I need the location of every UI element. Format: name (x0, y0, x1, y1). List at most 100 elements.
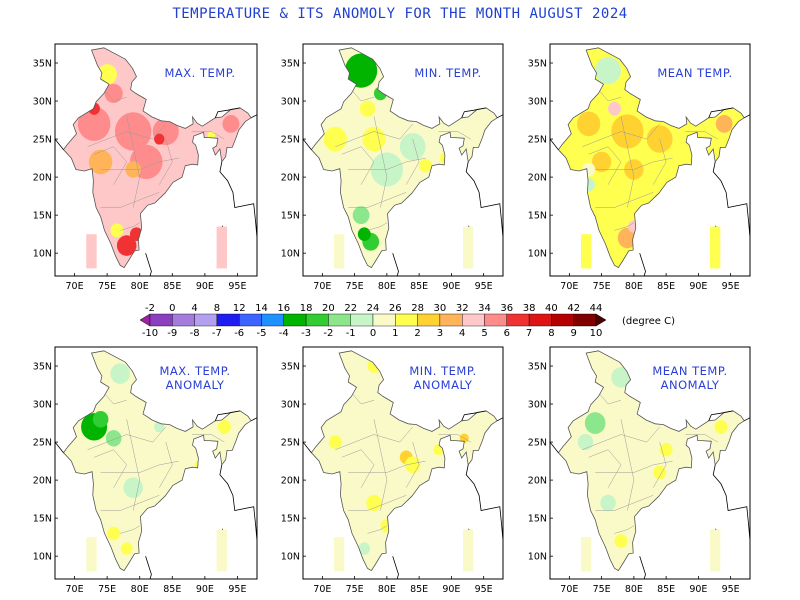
lat-tick-label: 15N (281, 211, 300, 222)
country-outline (557, 47, 745, 269)
colorbar-swatch (194, 313, 218, 327)
state-boundary (335, 123, 413, 147)
state-boundary (348, 192, 407, 208)
map-panel-min: 70E 75E 80E 85E 90E 95E 35N 30N 25N 20N 15N 10N MIN.… (281, 43, 504, 292)
lon-tick-label: 85E (657, 584, 675, 595)
colorbar-swatch (328, 313, 351, 327)
state-boundary (588, 146, 622, 185)
state-boundary (652, 442, 667, 488)
value-patch (104, 83, 123, 104)
neighbour-boundary (214, 410, 241, 421)
state-boundary (191, 131, 225, 140)
state-boundary (87, 426, 166, 450)
state-boundary (373, 116, 388, 208)
panel-title: MAX. TEMP. (160, 364, 231, 378)
lat-tick-label: 15N (528, 514, 547, 525)
lon-tick-label: 85E (410, 281, 428, 292)
colorbar-top-label: 24 (367, 303, 380, 314)
lat-tick-label: 20N (281, 173, 300, 184)
lon-tick-label: 70E (560, 281, 578, 292)
lon-tick-label: 95E (722, 281, 740, 292)
value-patch (328, 435, 342, 449)
state-boundary (582, 123, 660, 147)
state-boundary (620, 419, 635, 511)
colorbar-swatch (528, 313, 552, 327)
state-boundary (595, 157, 673, 170)
neighbour-boundary (550, 138, 559, 150)
lon-tick-label: 80E (625, 281, 643, 292)
value-patch (120, 542, 133, 555)
value-patch (114, 112, 152, 151)
neighbour-boundary (465, 464, 503, 542)
country-outline (310, 350, 498, 572)
lat-tick-label: 20N (33, 173, 52, 184)
lon-tick-label: 80E (378, 584, 396, 595)
colorbar-top-label: 12 (233, 303, 246, 314)
state-boundary (614, 222, 635, 231)
lat-tick-label: 10N (281, 552, 300, 563)
lat-tick-label: 25N (33, 438, 52, 449)
lon-tick-label: 75E (98, 584, 116, 595)
lon-tick-label: 70E (66, 584, 84, 595)
colorbar-bottom-label: 7 (526, 328, 532, 339)
colorbar-bottom-label: 3 (437, 328, 443, 339)
map-panel-mean: 70E 75E 80E 85E 90E 95E 35N 30N 25N 20N 15N 10N MEAN… (528, 43, 751, 292)
value-patch (123, 477, 143, 498)
lat-tick-label: 30N (528, 97, 547, 108)
neighbour-boundary (708, 107, 734, 118)
colorbar-swatch (506, 313, 530, 327)
neighbour-boundary (461, 410, 487, 421)
value-patch (646, 125, 673, 153)
colorbar-top-label: 28 (411, 303, 424, 314)
neighbour-boundary (145, 556, 152, 579)
state-boundary (87, 123, 166, 147)
value-patch (217, 420, 231, 434)
value-patch (357, 227, 371, 242)
lon-tick-label: 85E (163, 281, 181, 292)
state-boundary (100, 495, 160, 511)
lon-tick-label: 90E (442, 281, 460, 292)
state-boundary (405, 442, 420, 488)
colorbar-swatch (417, 313, 441, 327)
lon-tick-label: 80E (625, 584, 643, 595)
value-patch (584, 412, 606, 435)
andaman-inset (216, 226, 228, 269)
state-boundary (126, 419, 140, 511)
lat-tick-label: 25N (33, 135, 52, 146)
lon-tick-label: 90E (442, 584, 460, 595)
lakshadweep-inset (580, 537, 592, 572)
state-boundary (348, 495, 407, 511)
lat-tick-label: 30N (528, 400, 547, 411)
value-patch (715, 114, 733, 133)
state-boundary (620, 116, 635, 208)
state-boundary (373, 419, 388, 511)
state-boundary (614, 525, 635, 534)
lakshadweep-inset (580, 234, 592, 269)
value-patch (110, 363, 130, 384)
neighbour-boundary (250, 417, 257, 422)
state-boundary (100, 157, 179, 170)
colorbar-swatch (216, 313, 240, 327)
panel-title: ANOMALY (166, 378, 225, 392)
lon-tick-label: 70E (66, 281, 84, 292)
map-panel-max-anom: 70E 75E 80E 85E 90E 95E 35N 30N 25N 20N 15N 10N MAX.… (33, 346, 258, 595)
colorbar-swatch (462, 313, 485, 327)
value-patch (88, 149, 113, 175)
lon-tick-label: 90E (196, 584, 214, 595)
state-boundary (348, 460, 426, 473)
lon-tick-label: 95E (475, 281, 493, 292)
colorbar-bottom-label: -7 (212, 328, 222, 339)
colorbar-swatch (395, 313, 418, 327)
lon-tick-label: 90E (689, 281, 707, 292)
colorbar-swatch (573, 313, 597, 327)
neighbour-boundary (392, 556, 399, 579)
lat-tick-label: 20N (528, 173, 547, 184)
lon-tick-label: 75E (593, 281, 611, 292)
colorbar-arrow-right (595, 313, 607, 327)
state-boundary (348, 157, 426, 170)
colorbar-top-label: 42 (567, 303, 580, 314)
colorbar-top-label: 32 (456, 303, 469, 314)
state-boundary (595, 192, 654, 208)
neighbour-boundary (392, 253, 399, 276)
colorbar-swatch (238, 313, 262, 327)
